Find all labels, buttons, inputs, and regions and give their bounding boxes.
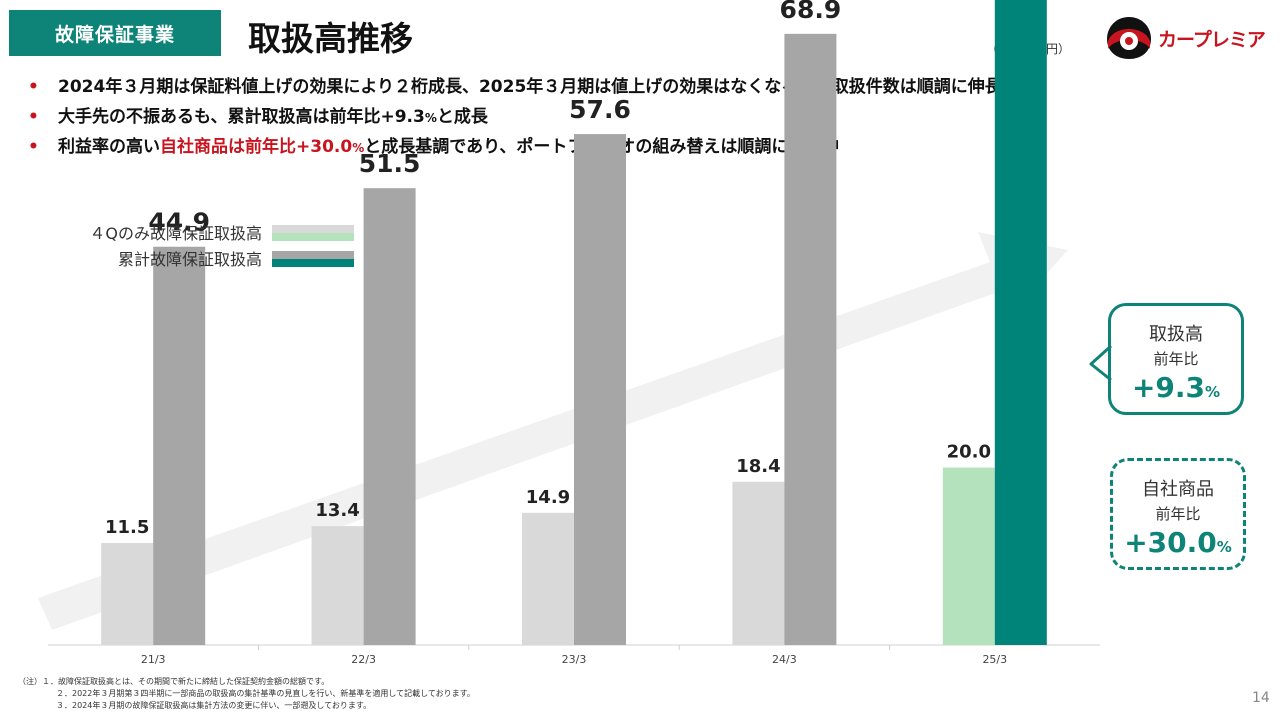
x-tick-label: 24/3 <box>772 653 797 666</box>
bar-cumulative-22-3 <box>363 188 416 645</box>
bar-q4-25-3 <box>942 467 995 645</box>
bar-q4-21-3 <box>101 542 154 645</box>
bar-q4-24-3 <box>732 481 785 645</box>
bullet-text: 大手先の不振あるも、累計取扱高は前年比+9.3 <box>58 107 425 127</box>
bar-cumulative-23-3 <box>574 134 626 645</box>
summary-bullets: • 2024年３月期は保証料値上げの効果により２桁成長、2025年３月期は値上げの… <box>26 72 1002 162</box>
bullet-item: • 大手先の不振あるも、累計取扱高は前年比+9.3%と成長 <box>26 102 1002 132</box>
bullet-item: • 2024年３月期は保証料値上げの効果により２桁成長、2025年３月期は値上げの… <box>26 72 1002 102</box>
data-label: 13.4 <box>315 500 359 521</box>
bullet-prefix: 利益率の高い <box>58 137 160 157</box>
x-tick-label: 25/3 <box>982 653 1007 666</box>
callout-total-growth: 取扱高 前年比 +9.3% <box>1108 303 1244 415</box>
bar-group: 11.5 44.9 21/3 13.4 51.5 22/3 14.9 57.6 23/3 18.4… <box>101 0 1047 666</box>
x-tick-label: 21/3 <box>141 653 166 666</box>
data-label: 14.9 <box>526 487 570 508</box>
legend-swatch-highlight <box>272 233 354 241</box>
data-label: 68.9 <box>780 0 842 24</box>
bullet-text: 2024年３月期は保証料値上げの効果により２桁成長、2025年３月期は値上げの効… <box>58 77 1002 97</box>
x-tick-label: 22/3 <box>351 653 376 666</box>
bar-q4-22-3 <box>311 526 364 645</box>
bullet-dot-icon: • <box>28 107 39 127</box>
footnote-1: （注）１．故障保証取扱高とは、その期間で新たに締結した保証契約金額の総額です。 <box>18 677 330 686</box>
footnote-2: ２．2022年３月期第３四半期に一部商品の取扱高の集計基準の見直しを行い、新基準… <box>56 689 475 698</box>
bar-cumulative-24-3 <box>784 33 837 646</box>
data-label: 20.0 <box>947 442 991 463</box>
bar-q4-23-3 <box>522 512 574 645</box>
callout-line2: 前年比 <box>1155 505 1201 523</box>
footnotes: （注）１．故障保証取扱高とは、その期間で新たに締結した保証契約金額の総額です。 … <box>18 676 475 712</box>
bullet-dot-icon: • <box>28 77 39 97</box>
data-label: 57.6 <box>569 95 631 124</box>
callout-pointer <box>1089 344 1113 382</box>
bullet-dot-icon: • <box>28 137 39 157</box>
bullet-highlight: 自社商品は前年比+30.0 <box>160 137 353 157</box>
callout-line1: 自社商品 <box>1142 479 1214 500</box>
bullet-percent: % <box>352 141 365 155</box>
data-label: 11.5 <box>105 517 149 538</box>
bullet-tail: と成長 <box>436 107 488 127</box>
page-title: 取扱高推移 <box>248 19 413 58</box>
callout-value: +9.3% <box>1131 371 1221 404</box>
bar-cumulative-25-3 <box>994 0 1047 646</box>
company-logo: カープレミア <box>1104 14 1272 62</box>
legend-swatch-regular <box>272 225 354 233</box>
footnote-3: ３．2024年３月期の故障保証取扱高は集計方法の変更に伴い、一部遡及しております… <box>56 701 372 710</box>
callout-value: +30.0% <box>1124 526 1232 559</box>
callout-line2: 前年比 <box>1153 350 1199 368</box>
data-label: 18.4 <box>736 456 780 477</box>
legend-swatch-regular <box>272 251 354 259</box>
section-label: 故障保証事業 <box>9 10 221 56</box>
bar-cumulative-21-3 <box>153 246 206 645</box>
data-label: 44.9 <box>148 208 210 237</box>
legend-label: ４Qのみ故障保証取扱高 <box>89 224 262 243</box>
legend-swatch-highlight <box>272 259 354 267</box>
callout-line1: 取扱高 <box>1149 324 1203 345</box>
bullet-percent: % <box>424 111 437 125</box>
callout-own-product-growth: 自社商品 前年比 +30.0% <box>1110 458 1246 570</box>
logo-mark-icon <box>1107 17 1151 59</box>
x-tick-label: 23/3 <box>562 653 587 666</box>
data-label: 51.5 <box>359 149 421 178</box>
page-number: 14 <box>1252 690 1270 706</box>
legend-label: 累計故障保証取扱高 <box>118 250 262 269</box>
logo-text: カープレミア <box>1158 28 1266 51</box>
